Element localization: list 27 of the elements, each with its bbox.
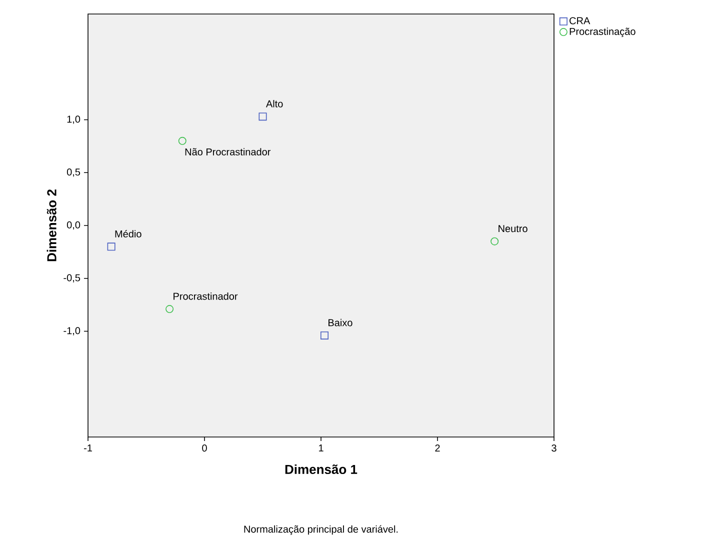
- x-tick-label: 1: [318, 444, 324, 452]
- y-tick-label: 1,0: [67, 116, 80, 124]
- annotation: Neutro: [498, 225, 528, 232]
- point: [107, 242, 116, 251]
- point: [320, 331, 328, 340]
- x-tick-label: 2: [435, 444, 440, 452]
- x-axis-title: Dimensão 1: [285, 464, 358, 474]
- point: [490, 237, 499, 246]
- y-tick-label: -1,0: [64, 327, 80, 336]
- point: [258, 112, 267, 121]
- annotation: Não Procrastinador: [185, 148, 271, 156]
- annotation: Alto: [266, 100, 283, 108]
- y-tick-label: -0,5: [64, 274, 80, 282]
- y-tick-label: 0,0: [66, 221, 80, 230]
- y-tick-label: 0,5: [66, 168, 80, 177]
- legend-label: CRA: [570, 17, 590, 24]
- x-tick-label: 0: [202, 444, 207, 452]
- text: Normalização principal de variável.: [244, 525, 398, 535]
- annotation: Médio: [115, 230, 142, 238]
- y-axis-title: Dimensão 2: [46, 190, 56, 262]
- x-tick-label: 3: [552, 444, 556, 452]
- point: [178, 136, 186, 145]
- legend-label: Procrastinação: [570, 28, 636, 38]
- point: [166, 305, 174, 314]
- annotation: Procrastinador: [174, 292, 238, 300]
- annotation: Baixo: [328, 318, 352, 326]
- x-tick-label: -1: [84, 444, 92, 452]
